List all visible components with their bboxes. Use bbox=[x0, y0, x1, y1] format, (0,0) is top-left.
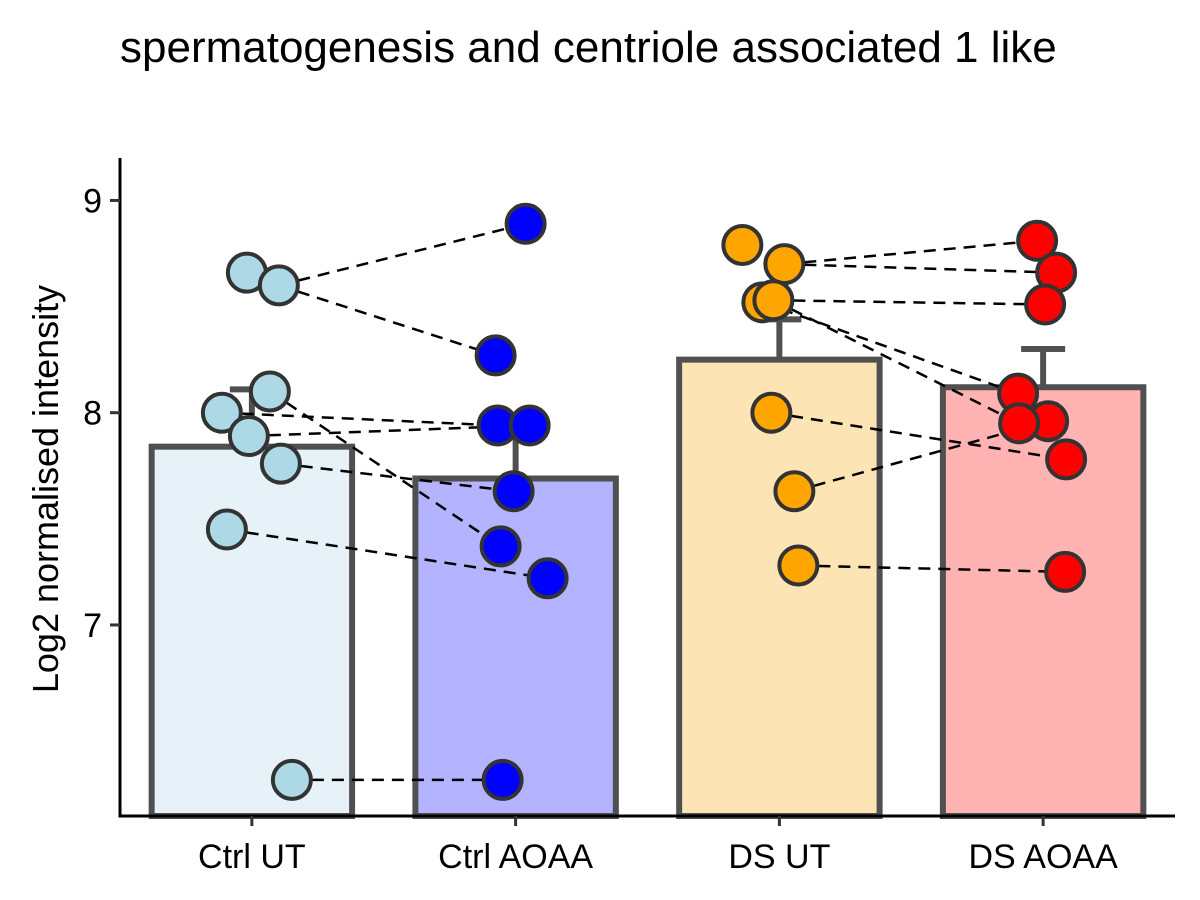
pair-line-3 bbox=[221, 411, 498, 427]
pair-line-7 bbox=[226, 528, 548, 580]
point-g4-1 bbox=[1016, 219, 1059, 262]
pair-line-13 bbox=[772, 299, 1020, 425]
point-g1-6 bbox=[259, 442, 302, 485]
point-g4-7 bbox=[1045, 438, 1088, 481]
point-g3-7 bbox=[777, 544, 820, 587]
point-g1-7 bbox=[205, 508, 248, 551]
point-g3-5 bbox=[750, 391, 793, 434]
point-g2-4 bbox=[508, 404, 551, 447]
x-tick-label-3: DS UT bbox=[728, 838, 830, 876]
point-g1-4 bbox=[200, 391, 243, 434]
pair-line-16 bbox=[798, 564, 1066, 574]
y-axis-title: Log2 normalised intensity bbox=[25, 285, 66, 693]
chart-title: spermatogenesis and centriole associated… bbox=[120, 23, 1057, 72]
point-g4-6 bbox=[998, 402, 1041, 445]
bar-1 bbox=[148, 443, 356, 819]
point-g4-8 bbox=[1044, 550, 1087, 593]
x-tick-label-1: Ctrl UT bbox=[198, 838, 306, 876]
point-g1-8 bbox=[270, 758, 313, 801]
point-g2-7 bbox=[526, 557, 569, 600]
pair-line-4 bbox=[248, 424, 530, 438]
point-g1-5 bbox=[227, 415, 270, 458]
point-g2-6 bbox=[479, 525, 522, 568]
point-g1-3 bbox=[248, 370, 291, 413]
pair-line-1 bbox=[278, 222, 526, 287]
axes-layer: 7 8 9 Ctrl UT Ctrl AOAA DS UT DS AOAA Log2 norm… bbox=[25, 158, 1175, 876]
bars-layer bbox=[148, 356, 1147, 819]
point-g3-2 bbox=[763, 243, 806, 286]
point-g3-1 bbox=[721, 224, 764, 267]
point-g3-6 bbox=[773, 470, 816, 513]
pair-lines-layer bbox=[221, 222, 1067, 782]
point-g2-2 bbox=[474, 334, 517, 377]
pair-line-11 bbox=[773, 298, 1046, 306]
y-tick-label-9: 9 bbox=[83, 182, 102, 220]
x-tick-label-4: DS AOAA bbox=[968, 838, 1118, 876]
points-layer bbox=[200, 202, 1088, 801]
x-tick-label-2: Ctrl AOAA bbox=[438, 838, 593, 876]
pair-line-15 bbox=[794, 419, 1049, 493]
error-bars-layer bbox=[229, 316, 1066, 479]
point-g4-3 bbox=[1024, 283, 1067, 326]
y-tick-label-8: 8 bbox=[83, 395, 102, 433]
point-g1-2 bbox=[257, 264, 300, 307]
point-g2-5 bbox=[492, 470, 535, 513]
pair-line-2 bbox=[278, 284, 497, 357]
point-g3-4 bbox=[752, 279, 795, 322]
pair-line-12 bbox=[761, 301, 1019, 395]
pair-line-5 bbox=[269, 390, 502, 548]
pair-line-14 bbox=[771, 411, 1067, 461]
pair-line-9 bbox=[784, 239, 1038, 266]
y-tick-label-7: 7 bbox=[83, 607, 102, 645]
bar-4 bbox=[939, 384, 1147, 819]
point-g2-8 bbox=[481, 758, 524, 801]
pair-line-10 bbox=[784, 262, 1057, 274]
point-g2-1 bbox=[504, 202, 547, 245]
